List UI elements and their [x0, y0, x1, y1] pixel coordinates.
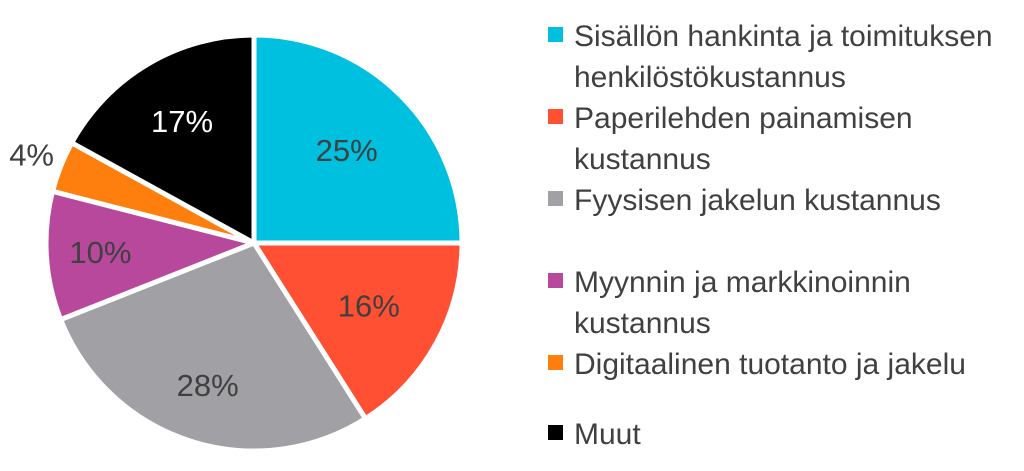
pie-slices: [43, 32, 465, 454]
pie-slice[interactable]: [58, 240, 368, 454]
legend-swatch: [548, 109, 563, 124]
legend-swatch: [548, 425, 563, 440]
legend-item[interactable]: Muut: [548, 414, 1020, 455]
legend-item[interactable]: Paperilehden painamisen kustannus: [548, 98, 1020, 180]
pie-slice[interactable]: [43, 188, 257, 323]
pie-data-label: 4%: [9, 137, 54, 172]
legend-label: Myynnin ja markkinoinnin kustannus: [574, 266, 911, 340]
legend-item[interactable]: Sisällön hankinta ja toimituksen henkilö…: [548, 16, 1020, 98]
legend-item[interactable]: Fyysisen jakelun kustannus: [548, 180, 1020, 262]
legend: Sisällön hankinta ja toimituksen henkilö…: [548, 16, 1020, 455]
legend-item[interactable]: Myynnin ja markkinoinnin kustannus: [548, 262, 1020, 344]
legend-label: Digitaalinen tuotanto ja jakelu: [574, 348, 966, 381]
pie-slice[interactable]: [251, 240, 465, 422]
pie-data-label: 25%: [316, 133, 378, 168]
pie-data-label: 10%: [69, 235, 131, 270]
legend-swatch: [548, 191, 563, 206]
pie-data-labels: 25% 16% 28% 10% 4% 17%: [9, 104, 400, 403]
legend-label: Muut: [574, 418, 641, 451]
legend-label: Fyysisen jakelun kustannus: [574, 184, 941, 217]
legend-swatch: [548, 273, 563, 288]
pie-slice[interactable]: [251, 32, 465, 246]
pie-data-label: 28%: [177, 368, 239, 403]
pie-data-label: 17%: [151, 104, 213, 139]
pie-slice[interactable]: [69, 32, 257, 246]
legend-label: Sisällön hankinta ja toimituksen henkilö…: [574, 20, 993, 94]
legend-label: Paperilehden painamisen kustannus: [574, 102, 913, 176]
pie-data-label: 16%: [338, 289, 400, 324]
legend-swatch: [548, 27, 563, 42]
pie-chart: 25% 16% 28% 10% 4% 17%: [9, 32, 465, 454]
legend-item[interactable]: Digitaalinen tuotanto ja jakelu: [548, 344, 1020, 414]
legend-swatch: [548, 355, 563, 370]
